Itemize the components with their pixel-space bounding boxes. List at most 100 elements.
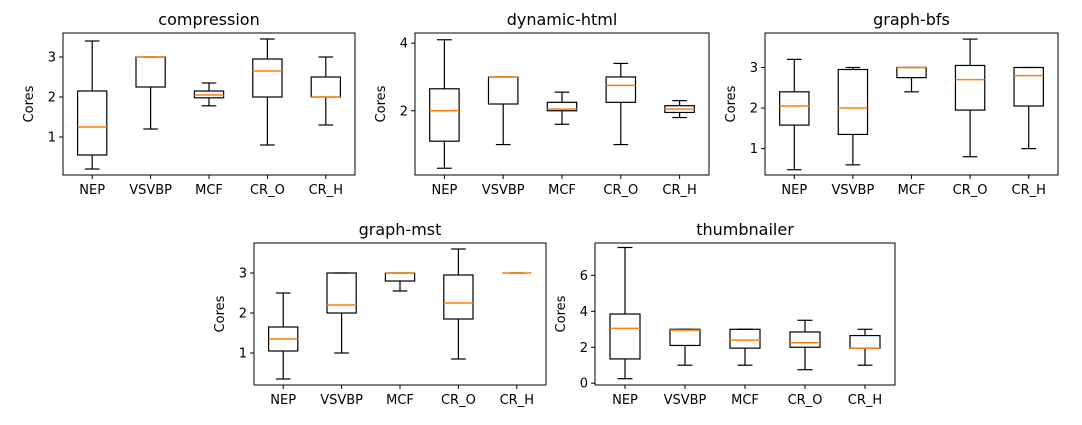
x-tick-label: VSVBP — [832, 183, 875, 198]
y-tick-label: 2 — [400, 104, 408, 119]
subplot-graph-bfs: graph-bfs Cores 1 2 3 NEP VSVBP MCF CR_O CR_H — [724, 10, 1059, 198]
y-tick-label: 1 — [239, 347, 247, 362]
x-tick-label: MCF — [898, 183, 926, 198]
y-tick-label: 2 — [48, 91, 56, 106]
box-NEP — [429, 39, 460, 169]
box-NEP — [609, 246, 641, 380]
iqr-box — [546, 101, 578, 112]
iqr-box — [789, 331, 821, 348]
axes-frame — [253, 242, 547, 386]
x-tick-label: CR_O — [788, 393, 823, 408]
iqr-box — [443, 274, 474, 320]
x-tick-label: CR_H — [848, 393, 882, 408]
x-tick-label: CR_O — [603, 183, 638, 198]
axes-frame — [62, 32, 356, 176]
y-tick-label: 3 — [750, 61, 758, 76]
subplot-thumbnailer: thumbnailer Cores 0 2 4 6 NEP VSVBP MCF CR_O CR_H — [554, 220, 896, 408]
x-tick-label: VSVBP — [664, 393, 707, 408]
box-MCF — [193, 82, 225, 107]
x-tick-label: NEP — [612, 393, 638, 408]
y-tick-label: 2 — [580, 341, 588, 356]
x-tick-label: MCF — [731, 393, 759, 408]
box-VSVBP — [326, 272, 357, 354]
iqr-box — [954, 64, 986, 111]
x-tick-label: CR_H — [309, 183, 343, 198]
box-MCF — [729, 328, 761, 366]
box-VSVBP — [669, 328, 701, 366]
box-MCF — [896, 66, 927, 93]
y-tick-label: 4 — [400, 37, 408, 52]
box-CR_H — [664, 100, 695, 119]
x-tick-label: CR_H — [662, 183, 696, 198]
x-tick-label: CR_O — [250, 183, 285, 198]
axes-frame — [764, 32, 1059, 176]
box-NEP — [779, 58, 810, 171]
iqr-box — [326, 272, 357, 314]
iqr-box — [609, 313, 641, 360]
x-tick-label: CR_H — [500, 393, 534, 408]
y-tick-label: 3 — [239, 267, 247, 282]
subplot-title: compression — [158, 10, 259, 29]
y-tick-label: 1 — [48, 131, 56, 146]
subplot-title: graph-bfs — [873, 10, 950, 29]
iqr-box — [252, 58, 283, 98]
x-tick-label: VSVBP — [482, 183, 525, 198]
y-axis-label: Cores — [554, 295, 569, 332]
x-tick-label: NEP — [79, 183, 105, 198]
box-CR_O — [252, 38, 283, 146]
y-axis-label: Cores — [724, 85, 739, 122]
iqr-box — [384, 272, 416, 282]
x-tick-label: VSVBP — [320, 393, 363, 408]
iqr-box — [837, 68, 869, 136]
box-NEP — [268, 292, 299, 380]
subplot-compression: compression Cores 1 2 3 NEP VSVBP MCF CR_O CR_H — [22, 10, 356, 198]
axes-frame — [594, 242, 896, 386]
x-tick-label: NEP — [270, 393, 296, 408]
subplot-title: dynamic-html — [507, 10, 618, 29]
iqr-box — [849, 334, 881, 349]
box-NEP — [76, 40, 108, 170]
iqr-box — [896, 66, 927, 79]
box-CR_H — [1013, 66, 1044, 150]
y-axis-label: Cores — [22, 85, 37, 122]
iqr-box — [669, 328, 701, 347]
y-tick-label: 3 — [48, 51, 56, 66]
box-CR_O — [443, 248, 474, 360]
iqr-box — [1013, 66, 1044, 107]
iqr-box — [310, 76, 342, 98]
box-MCF — [546, 91, 578, 125]
iqr-box — [605, 76, 637, 103]
iqr-box — [429, 88, 460, 142]
x-tick-label: MCF — [548, 183, 576, 198]
y-tick-label: 4 — [580, 305, 588, 320]
y-axis-label: Cores — [374, 85, 389, 122]
box-CR_H — [310, 56, 342, 126]
y-tick-label: 0 — [580, 377, 588, 392]
x-tick-label: NEP — [432, 183, 458, 198]
box-VSVBP — [135, 56, 166, 130]
x-tick-label: CR_O — [953, 183, 988, 198]
axes-frame — [414, 32, 710, 176]
box-CR_H — [849, 328, 881, 366]
x-tick-label: VSVBP — [129, 183, 172, 198]
iqr-box — [135, 56, 166, 88]
box-VSVBP — [487, 76, 519, 146]
box-CR_O — [605, 62, 637, 146]
x-tick-label: MCF — [386, 393, 414, 408]
iqr-box — [487, 76, 519, 105]
x-tick-label: CR_H — [1012, 183, 1046, 198]
box-CR_O — [789, 319, 821, 371]
y-tick-label: 2 — [239, 307, 247, 322]
subplot-graph-mst: graph-mst Cores 1 2 3 NEP VSVBP MCF CR_O CR_H — [213, 220, 547, 408]
subplot-dynamic-html: dynamic-html Cores 2 4 NEP VSVBP MCF CR_O CR_H — [374, 10, 710, 198]
x-tick-label: CR_O — [441, 393, 476, 408]
iqr-box — [779, 91, 810, 126]
y-axis-label: Cores — [213, 295, 228, 332]
box-VSVBP — [837, 66, 869, 166]
x-tick-label: MCF — [195, 183, 223, 198]
y-tick-label: 6 — [580, 269, 588, 284]
iqr-box — [76, 90, 108, 156]
y-tick-label: 1 — [750, 142, 758, 157]
subplot-title: thumbnailer — [696, 220, 794, 239]
